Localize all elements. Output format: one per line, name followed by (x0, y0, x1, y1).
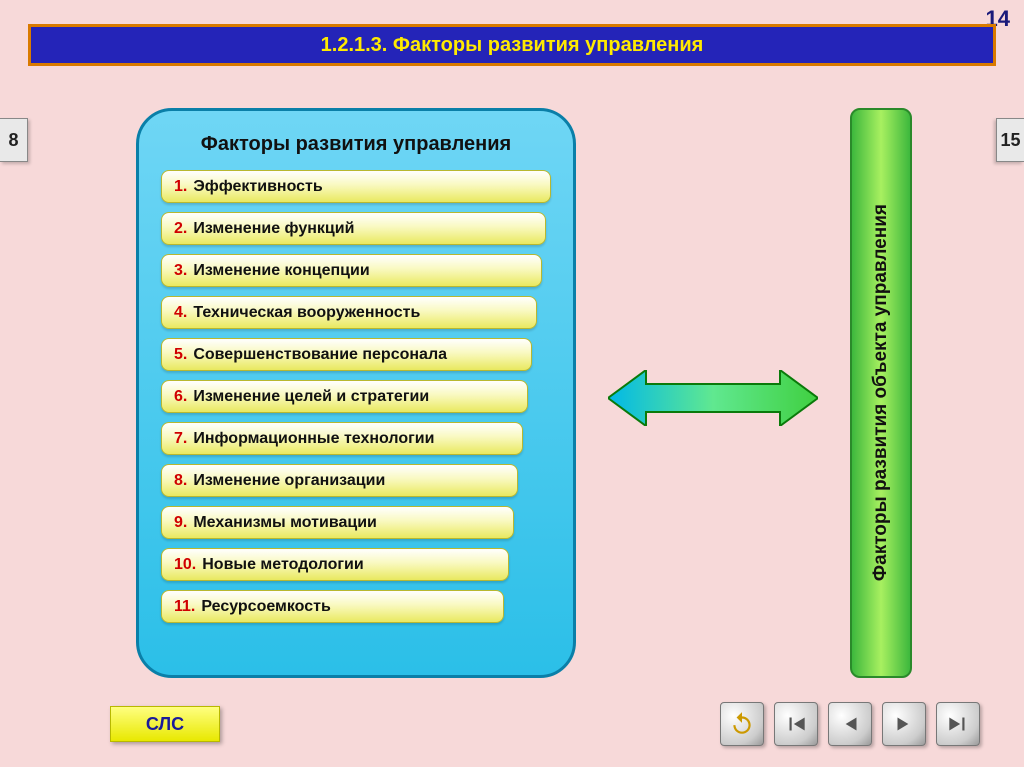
nav-back-button[interactable] (828, 702, 872, 746)
factor-item: 10. Новые методологии (161, 548, 509, 581)
factor-num: 10. (174, 556, 196, 574)
factor-item: 4. Техническая вооруженность (161, 296, 537, 329)
factor-item: 11. Ресурсоемкость (161, 590, 504, 623)
nav-forward-button[interactable] (882, 702, 926, 746)
factor-text: Изменение организации (193, 472, 385, 490)
factor-num: 6. (174, 388, 187, 406)
factor-text: Изменение концепции (193, 262, 369, 280)
side-panel-text: Факторы развития объекта управления (870, 204, 892, 581)
return-icon (729, 711, 755, 737)
title-bar: 1.2.1.3. Факторы развития управления (28, 24, 996, 66)
factor-text: Новые методологии (202, 556, 363, 574)
factors-panel: Факторы развития управления 1. Эффективно… (136, 108, 576, 678)
factor-item: 5. Совершенствование персонала (161, 338, 532, 371)
factor-item: 6. Изменение целей и стратегии (161, 380, 528, 413)
nav-prev-label: 8 (8, 130, 18, 151)
factor-text: Информационные технологии (193, 430, 434, 448)
factor-num: 9. (174, 514, 187, 532)
title-text: 1.2.1.3. Факторы развития управления (321, 34, 704, 57)
factor-item: 1. Эффективность (161, 170, 551, 203)
factor-num: 11. (174, 598, 195, 616)
side-panel: Факторы развития объекта управления (850, 108, 912, 678)
nav-last-button[interactable] (936, 702, 980, 746)
factor-num: 8. (174, 472, 187, 490)
factor-text: Совершенствование персонала (193, 346, 447, 364)
factor-text: Техническая вооруженность (193, 304, 420, 322)
factor-num: 4. (174, 304, 187, 322)
factor-num: 3. (174, 262, 187, 280)
last-icon (945, 711, 971, 737)
nav-prev-tab[interactable]: 8 (0, 118, 28, 162)
factor-text: Изменение целей и стратегии (193, 388, 429, 406)
nav-return-button[interactable] (720, 702, 764, 746)
double-arrow-icon (608, 370, 818, 426)
factor-num: 2. (174, 220, 187, 238)
factor-item: 3. Изменение концепции (161, 254, 542, 287)
forward-icon (891, 711, 917, 737)
first-icon (783, 711, 809, 737)
factor-item: 8. Изменение организации (161, 464, 518, 497)
nav-next-tab[interactable]: 15 (996, 118, 1024, 162)
factor-text: Изменение функций (193, 220, 354, 238)
factor-num: 5. (174, 346, 187, 364)
factor-text: Механизмы мотивации (193, 514, 377, 532)
factor-item: 2. Изменение функций (161, 212, 546, 245)
factors-list: 1. Эффективность 2. Изменение функций 3. Изме… (161, 170, 551, 623)
factor-item: 7. Информационные технологии (161, 422, 523, 455)
back-icon (837, 711, 863, 737)
factor-num: 7. (174, 430, 187, 448)
nav-first-button[interactable] (774, 702, 818, 746)
sls-button[interactable]: СЛС (110, 706, 220, 742)
factor-item: 9. Механизмы мотивации (161, 506, 514, 539)
sls-label: СЛС (146, 714, 184, 735)
factor-text: Эффективность (193, 178, 322, 196)
factor-text: Ресурсоемкость (201, 598, 330, 616)
nav-controls (720, 702, 980, 746)
nav-next-label: 15 (1000, 130, 1020, 151)
factor-num: 1. (174, 178, 187, 196)
factors-panel-title: Факторы развития управления (161, 133, 551, 156)
